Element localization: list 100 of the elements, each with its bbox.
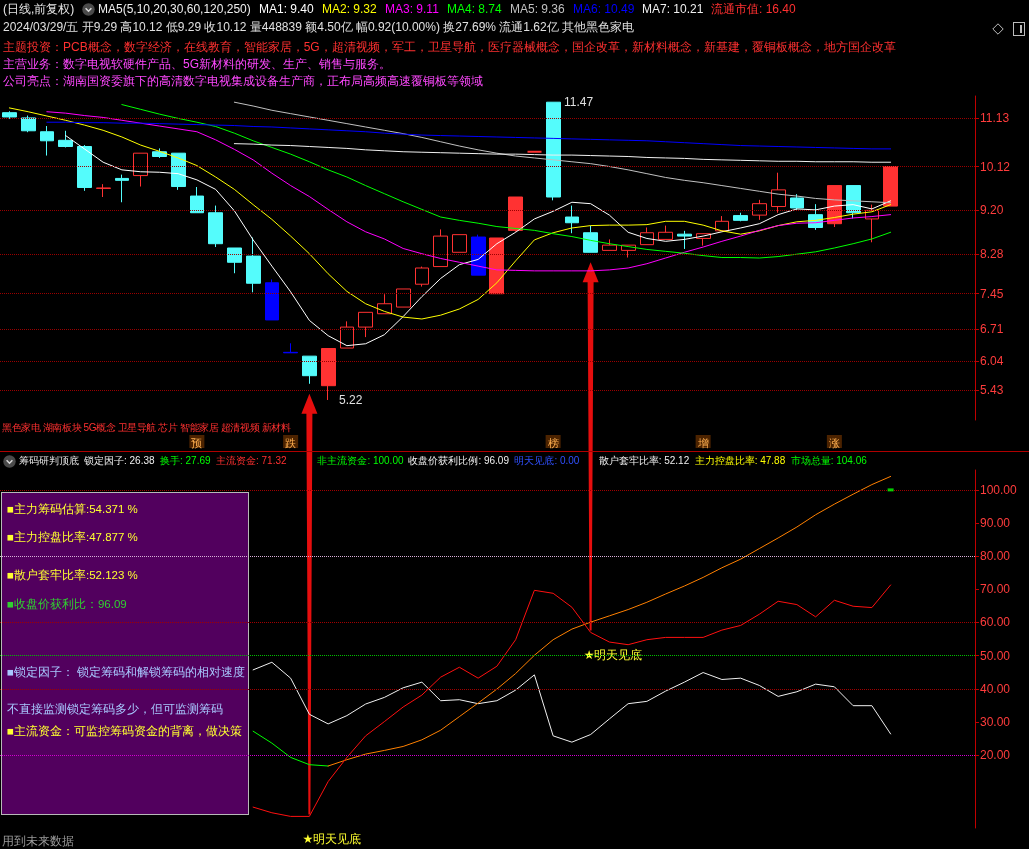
text: 主力控盘比率: 47.88 bbox=[694, 454, 786, 468]
x-tick-label: 跌 bbox=[285, 436, 297, 449]
annotation: ■主力筹码估算:54.371 % bbox=[7, 502, 138, 516]
chart-title: (日线,前复权) bbox=[3, 2, 75, 16]
line-series bbox=[65, 135, 892, 347]
line-series bbox=[46, 121, 892, 150]
line-series bbox=[327, 475, 892, 767]
text: 主流资金: 71.32 bbox=[216, 454, 287, 468]
line-series bbox=[121, 104, 892, 259]
text: MA3: 9.11 bbox=[385, 2, 439, 16]
candlestick bbox=[227, 247, 242, 274]
text: MA7: 10.21 bbox=[642, 2, 704, 16]
text: 非主流资金: 100.00 bbox=[317, 454, 404, 468]
line-series bbox=[46, 111, 892, 272]
candlestick bbox=[415, 266, 429, 288]
candlestick bbox=[546, 101, 561, 201]
candlestick bbox=[283, 342, 298, 354]
text: 用到未来数据 bbox=[2, 834, 74, 848]
candlestick bbox=[640, 227, 654, 246]
text: 换手: 27.69 bbox=[160, 454, 211, 468]
text: 主营业务：数字电视软硬件产品、5G新材料的研发、生产、销售与服务。 bbox=[3, 57, 392, 71]
chart-title: 筹码研判顶底 bbox=[19, 454, 79, 468]
annotation: 不直接监测锁定筹码多少，但可监测筹码 bbox=[7, 702, 223, 716]
candlestick bbox=[733, 212, 748, 222]
text: 散户套牢比率: 52.12 bbox=[598, 454, 690, 468]
line-series bbox=[8, 107, 892, 320]
candlestick bbox=[302, 355, 317, 385]
text: 流通市值: 16.40 bbox=[711, 2, 796, 16]
candlestick bbox=[452, 234, 467, 253]
text: 黑色家电 湖南板块 5G概念 卫星导航 芯片 智能家居 超清视频 新材料 bbox=[2, 421, 291, 434]
candlestick bbox=[321, 348, 336, 401]
x-tick-label: 增 bbox=[696, 436, 709, 449]
y-tick-label: 60.00 bbox=[980, 615, 1011, 630]
line-series bbox=[252, 730, 329, 767]
text: 主题投资：PCB概念，数字经济，在线教育，智能家居，5G，超清视频，军工，卫星导航，医疗器械概念，国企改革，新材料概念，新基建，覆铜板概念，地方国企改革 bbox=[3, 40, 896, 54]
chart-subtitle: 2024/03/29/五 开9.29 高10.12 低9.29 收10.12 量448839 额4.50亿 幅0.92(10.00%) 换27.69% 流通1.62亿 其他黑色家电 bbox=[3, 20, 635, 34]
annotation: ■主力控盘比率:47.877 % bbox=[7, 530, 138, 544]
text: 明天见底: 0.00 bbox=[514, 454, 580, 468]
candlestick bbox=[433, 228, 448, 268]
y-tick-label: 6.04 bbox=[980, 353, 1004, 368]
line-series bbox=[252, 661, 892, 743]
text: MA1: 9.40 bbox=[259, 2, 314, 16]
candlestick bbox=[565, 205, 579, 234]
candlestick bbox=[96, 183, 111, 198]
annotation: ■锁定因子： 锁定筹码和解锁筹码的相对速度 bbox=[7, 665, 246, 679]
y-tick-label: 20.00 bbox=[980, 748, 1011, 763]
candlestick bbox=[115, 174, 129, 203]
candlestick bbox=[489, 237, 504, 295]
legend-title: MA5(5,10,20,30,60,120,250) bbox=[98, 2, 251, 16]
candlestick bbox=[58, 130, 73, 148]
candlestick bbox=[602, 238, 617, 251]
candlestick bbox=[396, 288, 411, 308]
candlestick bbox=[508, 196, 523, 233]
y-tick-label: 5.43 bbox=[980, 382, 1004, 397]
annotation: 11.47 bbox=[564, 95, 594, 109]
candlestick bbox=[21, 115, 36, 133]
candlestick bbox=[190, 186, 204, 214]
candlestick bbox=[771, 172, 786, 214]
candlestick bbox=[658, 225, 673, 240]
text: 市场总量: 104.06 bbox=[790, 454, 867, 468]
candlestick bbox=[208, 205, 223, 248]
candlestick bbox=[752, 199, 767, 221]
text: 收盘价获利比例: 96.09 bbox=[408, 454, 509, 468]
x-tick-label: 预 bbox=[191, 436, 203, 449]
y-tick-label: 7.45 bbox=[980, 286, 1004, 301]
annotation: ■散户套牢比率:52.123 % bbox=[7, 568, 138, 582]
candlestick bbox=[358, 311, 373, 338]
x-tick-label: 榜 bbox=[547, 436, 559, 449]
annotation: 5.22 bbox=[339, 393, 363, 407]
y-tick-label: 100.00 bbox=[980, 482, 1018, 497]
candlestick bbox=[40, 125, 54, 157]
y-tick-label: 40.00 bbox=[980, 681, 1011, 696]
text: MA5: 9.36 bbox=[510, 2, 565, 16]
text: MA2: 9.32 bbox=[322, 2, 377, 16]
y-tick-label: 30.00 bbox=[980, 714, 1011, 729]
y-tick-label: 9.20 bbox=[980, 203, 1004, 218]
candlestick bbox=[526, 150, 543, 153]
annotation: ■主流资金：可监控筹码资金的背离，做决策 bbox=[7, 724, 242, 738]
y-tick-label: 11.13 bbox=[980, 111, 1010, 126]
text: 锁定因子: 26.38 bbox=[84, 454, 155, 468]
x-tick-label: 涨 bbox=[828, 436, 840, 449]
y-tick-label: 80.00 bbox=[980, 549, 1011, 564]
text: MA4: 8.74 bbox=[447, 2, 502, 16]
y-tick-label: 10.12 bbox=[980, 159, 1011, 174]
candlestick bbox=[133, 152, 148, 188]
candlestick bbox=[883, 166, 898, 207]
line-series bbox=[252, 584, 892, 817]
text: MA6: 10.49 bbox=[573, 2, 635, 16]
candlestick bbox=[471, 234, 486, 276]
y-tick-label: 6.71 bbox=[980, 321, 1004, 336]
candlestick bbox=[77, 144, 92, 192]
y-tick-label: 50.00 bbox=[980, 648, 1011, 663]
data-label: ★明天见底 bbox=[302, 832, 362, 847]
candlestick bbox=[677, 230, 692, 250]
candlestick bbox=[583, 225, 598, 253]
candlestick bbox=[171, 152, 186, 191]
candlestick bbox=[2, 110, 17, 120]
y-tick-label: 90.00 bbox=[980, 516, 1011, 531]
annotation: ■收盘价获利比：96.09 bbox=[7, 597, 127, 611]
y-tick-label: 70.00 bbox=[980, 582, 1011, 597]
